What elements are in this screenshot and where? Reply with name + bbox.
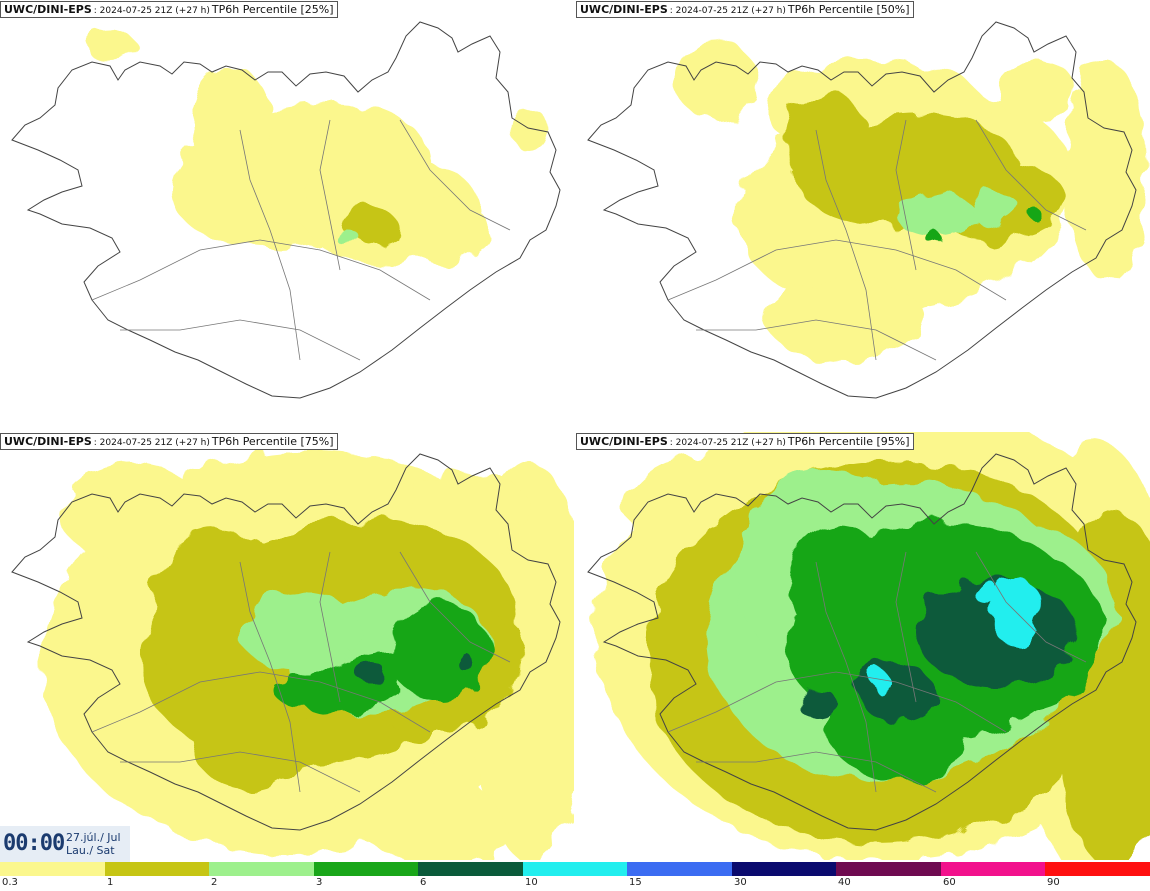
precip-area xyxy=(786,90,866,190)
road xyxy=(319,551,341,703)
road xyxy=(91,671,431,733)
valid-time-clock: 00:00 xyxy=(3,831,65,856)
valid-time-date: 27.júl./ Jul Lau./ Sat xyxy=(66,831,121,857)
precip-area xyxy=(676,40,756,120)
precip-field xyxy=(40,451,574,860)
road xyxy=(120,751,361,793)
precip-map xyxy=(587,432,1150,860)
legend-label: 6 xyxy=(420,877,427,888)
legend-label: 1 xyxy=(107,877,114,888)
precip-area xyxy=(302,650,418,714)
valid-time-box: 00:00 27.júl./ Jul Lau./ Sat xyxy=(0,826,130,862)
precip-area xyxy=(796,687,836,717)
precip-area xyxy=(512,108,548,152)
legend-swatch xyxy=(209,862,314,876)
precip-area xyxy=(1066,60,1146,280)
precip-area xyxy=(410,472,530,552)
panel-title: UWC/DINI-EPS: 2024-07-25 21Z (+27 h) TP6h… xyxy=(576,433,914,450)
precip-area xyxy=(871,672,891,692)
map-panel-p75: UWC/DINI-EPS: 2024-07-25 21Z (+27 h) TP6h… xyxy=(0,432,574,860)
road xyxy=(399,551,511,663)
legend-label: 40 xyxy=(838,877,851,888)
precip-area xyxy=(470,462,574,860)
road xyxy=(895,551,917,703)
legend-swatch xyxy=(836,862,941,876)
road xyxy=(239,561,301,793)
legend-color-bar xyxy=(0,862,1150,876)
legend-swatch xyxy=(1045,862,1150,876)
legend-swatch xyxy=(418,862,523,876)
road xyxy=(120,319,361,361)
precip-field xyxy=(596,432,1150,860)
precip-map xyxy=(11,21,561,399)
precip-area xyxy=(971,194,1021,226)
coastline xyxy=(11,453,561,831)
road xyxy=(815,561,877,793)
legend-label: 10 xyxy=(525,877,538,888)
road xyxy=(895,119,917,271)
precip-area xyxy=(390,200,490,260)
precip-area xyxy=(766,280,926,360)
precip-area xyxy=(60,462,200,562)
legend-label: 2 xyxy=(211,877,218,888)
precip-area xyxy=(275,677,325,707)
legend-label: 60 xyxy=(943,877,956,888)
legend-swatch xyxy=(627,862,732,876)
color-legend: 0.3 1 2 3 6 10 15 30 40 60 90 xyxy=(0,862,1150,891)
legend-label: 0.3 xyxy=(2,877,18,888)
precip-field xyxy=(85,30,548,265)
panel-title: UWC/DINI-EPS: 2024-07-25 21Z (+27 h) TP6h… xyxy=(0,1,338,18)
panel-title: UWC/DINI-EPS: 2024-07-25 21Z (+27 h) TP6h… xyxy=(576,1,914,18)
precip-field xyxy=(676,40,1146,360)
legend-label: 30 xyxy=(734,877,747,888)
precip-area xyxy=(333,755,507,860)
precip-area xyxy=(996,60,1076,120)
precip-area xyxy=(85,30,135,60)
precip-area xyxy=(928,234,944,246)
panel-title: UWC/DINI-EPS: 2024-07-25 21Z (+27 h) TP6h… xyxy=(0,433,338,450)
precip-area xyxy=(338,232,362,248)
road xyxy=(696,751,937,793)
precip-area xyxy=(190,672,310,792)
coastline xyxy=(587,453,1137,831)
precip-area xyxy=(896,193,976,237)
legend-swatch xyxy=(522,862,628,876)
legend-swatch xyxy=(940,862,1046,876)
legend-swatch xyxy=(0,862,105,876)
legend-swatch xyxy=(313,862,419,876)
precip-area xyxy=(974,580,998,604)
map-panel-p50: UWC/DINI-EPS: 2024-07-25 21Z (+27 h) TP6h… xyxy=(576,0,1150,428)
legend-label: 90 xyxy=(1047,877,1060,888)
road xyxy=(696,319,937,361)
legend-label: 15 xyxy=(629,877,642,888)
road xyxy=(975,551,1087,663)
coastline xyxy=(587,21,1137,399)
precip-area xyxy=(1030,209,1042,221)
map-panel-p25: UWC/DINI-EPS: 2024-07-25 21Z (+27 h) TP6h… xyxy=(0,0,574,428)
coastline xyxy=(11,21,561,399)
road xyxy=(667,671,1007,733)
road xyxy=(239,129,301,361)
precip-map xyxy=(587,21,1146,399)
legend-swatch xyxy=(104,862,210,876)
precip-area xyxy=(390,602,490,702)
precip-area xyxy=(355,662,385,682)
legend-swatch xyxy=(731,862,837,876)
road xyxy=(667,239,1007,301)
road xyxy=(91,239,431,301)
road xyxy=(399,119,511,231)
map-panel-p95: UWC/DINI-EPS: 2024-07-25 21Z (+27 h) TP6h… xyxy=(576,432,1150,860)
precip-map xyxy=(11,451,574,860)
road xyxy=(815,129,877,361)
road xyxy=(319,119,341,271)
legend-label: 3 xyxy=(316,877,323,888)
road xyxy=(975,119,1087,231)
precip-area xyxy=(786,522,886,642)
precip-area xyxy=(190,65,270,175)
precip-area xyxy=(459,652,471,672)
